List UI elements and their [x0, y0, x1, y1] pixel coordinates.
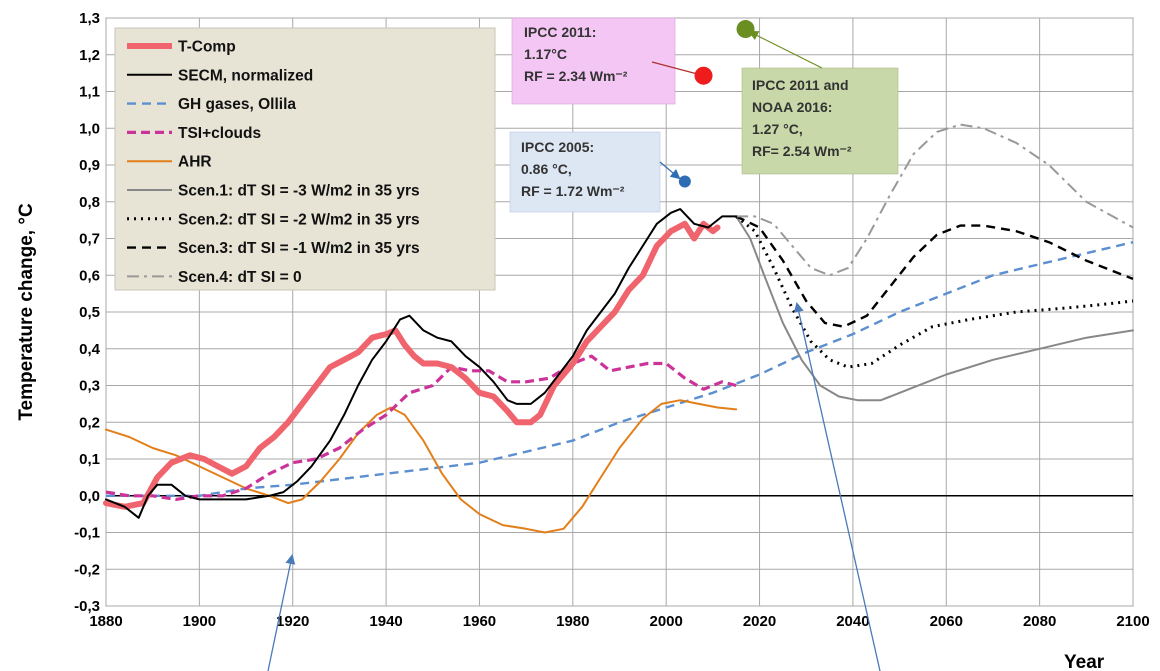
legend-label: GH gases, Ollila — [178, 96, 296, 113]
x-tick-label: 2080 — [1023, 613, 1056, 630]
y-tick-label: 0,3 — [79, 378, 100, 395]
x-tick-label: 2040 — [836, 613, 869, 630]
legend: T-Comp SECM, normalized GH gases, Ollila TS… — [127, 39, 420, 286]
marker-ipcc-2005 — [678, 175, 691, 188]
annotation-line: RF= 2.54 Wm⁻² — [752, 143, 852, 159]
x-tick-label: 1880 — [89, 613, 122, 630]
pointer-arrow-green — [748, 31, 823, 69]
marker-ipcc-2011-and-noaa-2016 — [736, 20, 755, 39]
y-tick-label: 0,9 — [79, 157, 100, 174]
series-lines — [103, 123, 1134, 534]
series-line-secm-normalized — [105, 208, 738, 519]
y-tick-label: 1,2 — [79, 47, 100, 64]
marker-ipcc-2011 — [694, 66, 713, 85]
series-line-scen-1-dtsi-3-w-m2-in-35-yrs — [735, 215, 1134, 402]
annotation-text: IPCC 2011: 1.17°C RF = 2.34 Wm⁻² IPCC 2011 … — [521, 24, 852, 199]
legend-label: TSI+clouds — [178, 125, 261, 142]
y-tick-labels: -0,3 -0,2 -0,1 0,0 0,1 0,2 0,3 0,4 0,5 0,6 0,7 0,8 0… — [74, 10, 101, 615]
x-tick-label: 1980 — [556, 613, 589, 630]
y-tick-label: 1,0 — [79, 120, 100, 137]
y-axis-label: Temperature change, °C — [16, 203, 37, 421]
callout-arrow-left — [267, 554, 296, 671]
annotation-line: 1.27 °C, — [752, 121, 803, 137]
legend-label: AHR — [178, 154, 212, 171]
x-tick-label: 1920 — [276, 613, 309, 630]
y-tick-label: -0,1 — [74, 525, 100, 542]
y-tick-label: 0,6 — [79, 267, 100, 284]
annotation-line: IPCC 2011 and — [752, 77, 849, 93]
x-tick-label: 1940 — [369, 613, 402, 630]
annotation-line: IPCC 2011: — [524, 24, 596, 40]
x-tick-label: 2100 — [1116, 613, 1149, 630]
series-line-scen-4-dtsi-0 — [736, 123, 1134, 277]
series-line-scen-3-dtsi-1-w-m2-in-35-yrs — [735, 215, 1134, 328]
annotation-line: 0.86 °C, — [521, 161, 572, 177]
x-tick-label: 2020 — [743, 613, 776, 630]
annotation-line: NOAA 2016: — [752, 99, 832, 115]
x-tick-labels: 1880 1900 1920 1940 1960 1980 2000 2020 2040 2060… — [89, 613, 1149, 630]
series-line-ahr — [105, 399, 738, 534]
y-tick-label: 0,0 — [79, 488, 100, 505]
data-markers — [678, 20, 755, 188]
legend-label: Scen.3: dT SI = -1 W/m2 in 35 yrs — [178, 240, 420, 257]
series-line-t-comp — [103, 220, 721, 510]
y-tick-label: 0,1 — [79, 451, 100, 468]
x-tick-label: 2000 — [649, 613, 682, 630]
y-tick-label: 0,8 — [79, 194, 100, 211]
x-tick-label: 1900 — [183, 613, 216, 630]
annotation-line: IPCC 2005: — [521, 139, 594, 155]
x-axis-label: Year — [1064, 652, 1105, 671]
y-tick-label: 0,7 — [79, 231, 100, 248]
legend-label: Scen.4: dT SI = 0 — [178, 269, 302, 286]
legend-label: SECM, normalized — [178, 67, 313, 84]
legend-label: Scen.2: dT SI = -2 W/m2 in 35 yrs — [178, 211, 420, 228]
y-tick-label: -0,2 — [74, 561, 100, 578]
annotation-line: 1.17°C — [524, 46, 567, 62]
pointer-arrow-blue — [659, 161, 681, 180]
series-line-scen-2-dtsi-2-w-m2-in-35-yrs — [735, 215, 1134, 369]
legend-box — [114, 27, 496, 291]
legend-label: Scen.1: dT SI = -3 W/m2 in 35 yrs — [178, 183, 420, 200]
series-line-gh-gases-ollila — [106, 241, 1134, 497]
y-tick-label: -0,3 — [74, 598, 100, 615]
y-tick-label: 0,5 — [79, 304, 100, 321]
x-tick-label: 2060 — [930, 613, 963, 630]
annotation-box-ipcc2011 — [511, 17, 676, 105]
annotation-line: RF = 2.34 Wm⁻² — [524, 68, 628, 84]
y-tick-label: 1,3 — [79, 10, 100, 27]
annotation-box-ipcc2011-noaa2016 — [741, 67, 899, 175]
annotation-box-ipcc2005 — [509, 131, 661, 213]
legend-label: T-Comp — [178, 39, 236, 56]
annotation-line: RF = 1.72 Wm⁻² — [521, 183, 625, 199]
y-tick-label: 0,2 — [79, 414, 100, 431]
y-tick-label: 0,4 — [79, 341, 101, 358]
callout-arrow-right — [793, 302, 881, 671]
y-tick-label: 1,1 — [79, 84, 100, 101]
x-tick-label: 1960 — [463, 613, 496, 630]
